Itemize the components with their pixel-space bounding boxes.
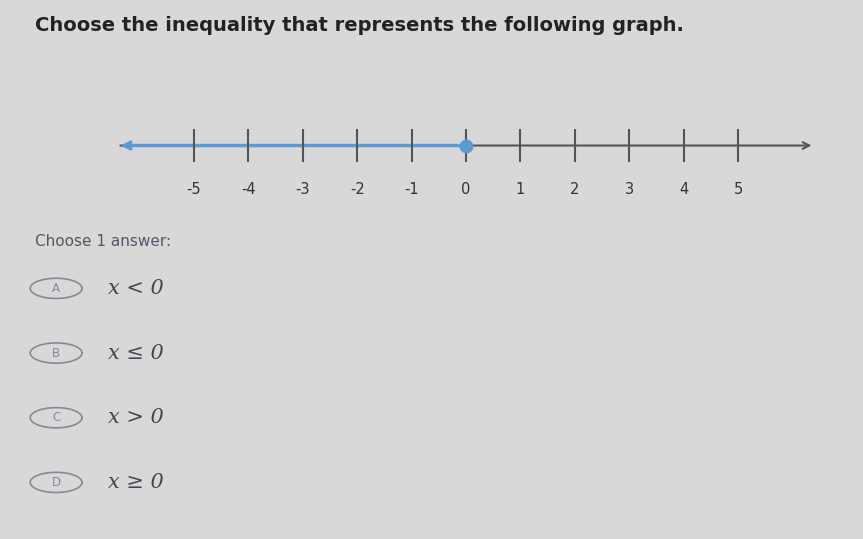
Text: -4: -4	[241, 182, 255, 197]
Text: x < 0: x < 0	[108, 279, 164, 298]
Text: Choose the inequality that represents the following graph.: Choose the inequality that represents th…	[35, 16, 683, 35]
Text: 3: 3	[625, 182, 634, 197]
Text: B: B	[52, 347, 60, 360]
Text: x > 0: x > 0	[108, 408, 164, 427]
Text: C: C	[52, 411, 60, 424]
Text: -2: -2	[350, 182, 364, 197]
Text: -5: -5	[186, 182, 201, 197]
Text: Choose 1 answer:: Choose 1 answer:	[35, 234, 171, 250]
Text: D: D	[52, 476, 60, 489]
Text: 0: 0	[462, 182, 470, 197]
Text: -1: -1	[404, 182, 419, 197]
Text: 1: 1	[516, 182, 525, 197]
Text: 5: 5	[734, 182, 743, 197]
Text: x ≤ 0: x ≤ 0	[108, 343, 164, 363]
Text: 4: 4	[679, 182, 689, 197]
Text: -3: -3	[295, 182, 310, 197]
Text: A: A	[52, 282, 60, 295]
Text: x ≥ 0: x ≥ 0	[108, 473, 164, 492]
Text: 2: 2	[570, 182, 580, 197]
